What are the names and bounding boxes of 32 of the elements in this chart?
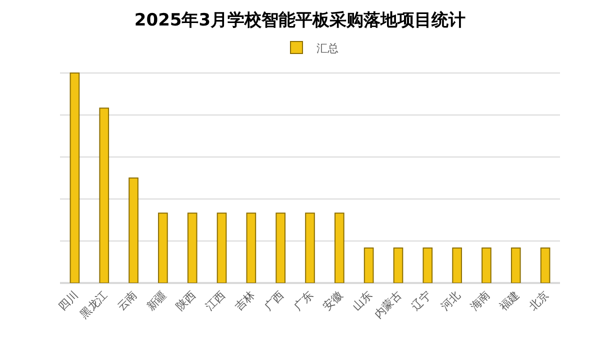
bar [510, 247, 521, 283]
bar [540, 247, 550, 283]
bar [364, 247, 374, 283]
x-tick-label: 陕西 [174, 288, 198, 314]
bar [422, 247, 433, 283]
x-tick-label: 福建 [497, 288, 522, 314]
bar [276, 212, 286, 283]
bar [482, 247, 492, 283]
bar [216, 212, 227, 283]
bar [393, 247, 404, 283]
x-tick-label: 河北 [438, 288, 464, 314]
x-tick-label: 辽宁 [408, 288, 434, 314]
bar [187, 212, 198, 283]
bar [452, 247, 462, 283]
x-tick-label: 广西 [262, 288, 287, 314]
bar [246, 212, 256, 283]
x-tick-label: 安徽 [320, 288, 346, 314]
bar [305, 212, 315, 283]
x-tick-label: 云南 [114, 288, 140, 314]
x-tick-label: 北京 [526, 288, 552, 314]
bar [70, 72, 80, 283]
bar [334, 212, 344, 283]
x-tick-label: 江西 [203, 288, 228, 314]
bar [99, 108, 110, 283]
x-tick-label: 吉林 [232, 288, 258, 314]
legend-label: 汇总 [316, 42, 338, 55]
x-tick-label: 广东 [291, 288, 316, 314]
chart-title: 2025年3月学校智能平板采购落地项目统计 [134, 10, 466, 30]
x-tick-label: 海南 [468, 288, 492, 314]
x-tick-label: 新疆 [144, 288, 169, 314]
bar [158, 212, 168, 283]
bar [128, 178, 138, 283]
